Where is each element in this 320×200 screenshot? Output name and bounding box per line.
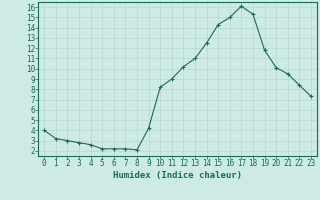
X-axis label: Humidex (Indice chaleur): Humidex (Indice chaleur) [113,171,242,180]
